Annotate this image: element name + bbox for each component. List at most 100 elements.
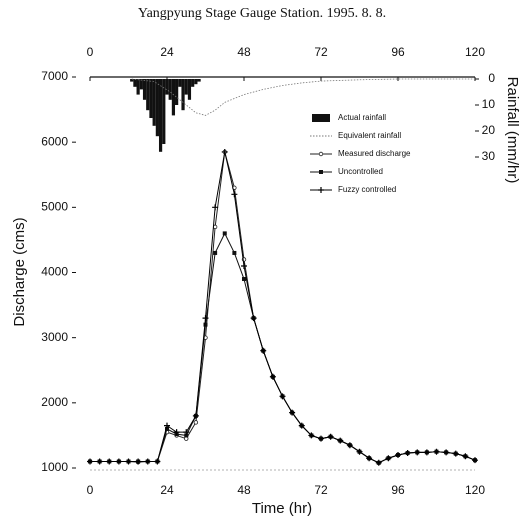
point [423,449,430,456]
point [125,458,132,465]
legend-marker [318,151,324,157]
x-top-tick-label: 120 [465,45,485,59]
rain-bar [194,79,198,85]
y2-tick-label: 20 [482,123,496,137]
point [87,458,93,465]
x-tick-label: 72 [314,483,328,497]
y-tick-label: 4000 [41,265,68,279]
point [346,442,353,449]
y2-tick-label: 30 [482,149,496,163]
point [203,322,208,327]
point [395,451,401,458]
y-tick-label: 5000 [41,200,68,214]
point [318,435,324,442]
x-tick-label: 48 [237,483,251,497]
rain-bar [130,79,134,82]
legend-marker [318,187,324,193]
rain-bar [171,79,176,116]
y-tick-label: 2000 [41,395,68,409]
point [115,458,122,465]
point [173,429,180,436]
point [366,455,373,462]
point [96,458,103,465]
rain-bar [191,79,195,87]
point [375,459,382,466]
rain-bar [197,79,201,82]
rain-bar [175,79,179,105]
point [452,450,459,457]
rain-bar [146,79,150,111]
y2-tick-label: 10 [482,97,496,111]
y2-axis-label: Rainfall (mm/hr) [504,77,521,184]
x-top-tick-label: 0 [87,45,94,59]
legend-swatch [312,114,330,122]
point [192,412,199,419]
point [337,437,344,444]
point [154,458,161,465]
point [289,409,296,416]
legend-label: Measured discharge [338,149,411,158]
point [414,449,421,456]
y2-tick-label: 0 [488,71,495,85]
x-top-tick-label: 96 [391,45,405,59]
rain-bar [149,79,153,118]
point [279,393,286,400]
point [385,455,392,462]
x-top-tick-label: 48 [237,45,251,59]
rain-bar [184,79,188,95]
legend-box [305,108,447,212]
rain-bar [158,79,163,152]
x-tick-label: 96 [391,483,405,497]
point [222,231,227,236]
point [250,315,257,322]
point [298,422,305,429]
point [213,250,218,255]
rain-bar [136,79,140,95]
point [472,457,478,464]
point [241,262,247,269]
point [164,422,170,429]
x-tick-label: 24 [160,483,174,497]
rain-bar [162,79,166,144]
point [443,449,450,456]
point [193,420,199,425]
x-axis-label: Time (hr) [252,500,312,517]
point [135,458,142,465]
y-axis-label: Discharge (cms) [11,217,28,326]
rain-bar [139,79,143,90]
legend-label: Fuzzy controlled [338,185,396,194]
point [308,432,315,439]
point [356,448,363,455]
rain-bar [142,79,147,100]
y-tick-label: 3000 [41,330,68,344]
point [183,429,190,436]
point [327,433,334,440]
point [184,433,189,438]
point [165,426,169,431]
y-tick-label: 1000 [41,460,68,474]
point [221,148,228,155]
rain-bar [181,79,185,111]
point [231,191,238,198]
legend-label: Uncontrolled [338,167,383,176]
point [260,347,267,354]
x-top-tick-label: 72 [314,45,328,59]
point [269,373,276,380]
series-line [90,232,476,464]
point [144,458,151,465]
x-tick-label: 120 [465,483,485,497]
x-tick-label: 0 [87,483,94,497]
rain-bar [133,79,137,87]
point [202,315,209,322]
rain-bar [165,79,169,95]
y-tick-label: 7000 [41,69,68,83]
point [404,450,411,457]
rain-bar [152,79,156,126]
series-line [131,78,475,116]
point [242,277,246,282]
legend-marker [319,170,323,174]
rain-bar [155,79,159,137]
rain-bar [187,79,192,100]
point [433,448,440,455]
